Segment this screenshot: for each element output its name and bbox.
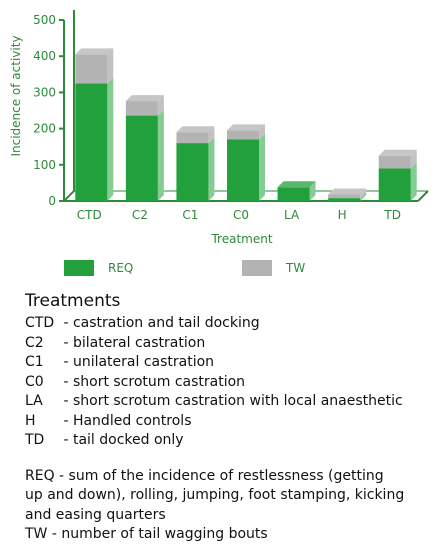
- bar-h-tw: [328, 188, 367, 199]
- bar-side-face: [107, 77, 114, 201]
- bar-top-face: [328, 188, 367, 195]
- bar-side-face: [208, 126, 215, 144]
- treatment-row: C1 - unilateral castration: [25, 353, 435, 373]
- chart-bars: [75, 48, 417, 201]
- bar-la-req: [277, 181, 316, 201]
- treatment-list: CTD - castration and tail docking C2 - b…: [25, 314, 435, 451]
- bar-front-face: [125, 101, 158, 116]
- y-tick-label: 400: [33, 49, 56, 63]
- y-axis-label: Incidence of activity: [9, 35, 23, 156]
- bar-side-face: [410, 149, 417, 169]
- bar-top-face: [75, 48, 114, 55]
- treatment-code: TD: [25, 432, 45, 448]
- bar-front-face: [328, 198, 361, 201]
- treatment-code: CTD: [25, 315, 55, 331]
- bar-side-face: [309, 181, 316, 201]
- treatment-code: H: [25, 412, 36, 429]
- treatment-row: C0 - short scrotum castration: [25, 373, 435, 393]
- bar-c1-tw: [176, 126, 215, 144]
- bar-ctd-tw: [75, 48, 114, 84]
- bar-c1-req: [176, 137, 215, 201]
- bar-side-face: [259, 133, 265, 201]
- bar-front-face: [125, 115, 158, 201]
- treatment-code: C1: [25, 354, 44, 370]
- treatment-description: - Handled controls: [63, 412, 192, 429]
- bar-front-face: [176, 132, 209, 144]
- treatment-notes: Treatments CTD - castration and tail doc…: [25, 290, 435, 545]
- y-tick-label: 0: [48, 194, 56, 208]
- bar-c2-tw: [125, 95, 164, 116]
- x-axis-label: Treatment: [210, 232, 272, 246]
- treatment-description: - unilateral castration: [63, 354, 215, 370]
- legend-swatch-tw: [242, 260, 272, 276]
- x-tick-label: CTD: [77, 208, 102, 222]
- bar-top-face: [125, 95, 164, 102]
- y-tick-label: 200: [33, 122, 56, 136]
- treatment-row: CTD - castration and tail docking: [25, 314, 435, 334]
- x-tick-label: LA: [284, 208, 300, 222]
- bar-c0-req: [227, 133, 265, 201]
- tw-definition: TW - number of tail wagging bouts: [25, 526, 268, 542]
- bar-front-face: [277, 187, 310, 201]
- bar-side-face: [259, 124, 265, 140]
- x-tick-label: C2: [132, 208, 148, 222]
- back-wall-edge: [63, 10, 75, 202]
- chart-tick-labels: 0 100 200 300 400 500 CTD C2 C1 C0 LA H TD: [33, 13, 401, 222]
- req-definition: REQ - sum of the incidence of restlessne…: [25, 467, 405, 523]
- x-tick-label: H: [338, 208, 347, 222]
- bar-c2-req: [125, 109, 164, 201]
- y-tick-label: 100: [33, 158, 56, 172]
- bar-front-face: [75, 54, 108, 84]
- bar-front-face: [176, 143, 209, 201]
- bar-ctd-req: [75, 77, 114, 201]
- bar-side-face: [360, 188, 367, 199]
- treatment-description: - short scrotum castration with local an…: [63, 393, 403, 409]
- treatment-description: - castration and tail docking: [63, 315, 260, 331]
- notes-heading: Treatments: [25, 291, 121, 311]
- bar-front-face: [227, 139, 259, 201]
- x-tick-label: TD: [383, 208, 401, 222]
- bar-side-face: [157, 95, 164, 116]
- treatment-description: - short scrotum castration: [63, 373, 246, 390]
- bar-front-face: [328, 194, 361, 199]
- bar-side-face: [208, 137, 215, 201]
- y-tick-label: 300: [33, 85, 56, 99]
- bar-top-face: [378, 149, 417, 156]
- stacked-bar-chart: 0 100 200 300 400 500 CTD C2 C1 C0 LA H TD Incidence…: [9, 10, 429, 246]
- x-tick-label: C0: [233, 208, 249, 222]
- bar-front-face: [75, 83, 108, 201]
- bar-td-tw: [378, 149, 417, 169]
- legend-label-tw: TW: [286, 261, 306, 275]
- bar-front-face: [378, 155, 411, 169]
- floor-right-edge: [417, 190, 429, 202]
- treatment-description: - tail docked only: [63, 432, 184, 448]
- treatment-description: - bilateral castration: [63, 334, 206, 351]
- bar-front-face: [227, 130, 259, 140]
- bar-side-face: [157, 109, 164, 201]
- treatment-row: H - Handled controls: [25, 412, 435, 432]
- legend-swatch-req: [64, 260, 94, 276]
- legend-label-req: REQ: [108, 261, 134, 275]
- treatment-row: TD - tail docked only: [25, 431, 435, 451]
- bar-c0-tw: [227, 124, 265, 140]
- treatment-code: C0: [25, 373, 44, 390]
- treatment-row: C2 - bilateral castration: [25, 334, 435, 354]
- treatment-code: LA: [25, 393, 43, 409]
- legend-item-tw: TW: [242, 258, 305, 278]
- bar-side-face: [410, 162, 417, 201]
- bar-td-req: [378, 162, 417, 201]
- bar-top-face: [277, 181, 316, 188]
- legend-item-req: REQ: [64, 258, 133, 278]
- y-tick-label: 500: [33, 13, 56, 27]
- treatment-code: C2: [25, 334, 44, 351]
- bar-h-req: [328, 192, 367, 201]
- x-tick-label: C1: [182, 208, 198, 222]
- bar-side-face: [360, 192, 367, 201]
- bar-front-face: [378, 168, 411, 201]
- bar-side-face: [107, 48, 114, 84]
- treatment-row: LA - short scrotum castration with local…: [25, 392, 435, 412]
- bar-top-face: [227, 124, 265, 131]
- bar-top-face: [176, 126, 215, 133]
